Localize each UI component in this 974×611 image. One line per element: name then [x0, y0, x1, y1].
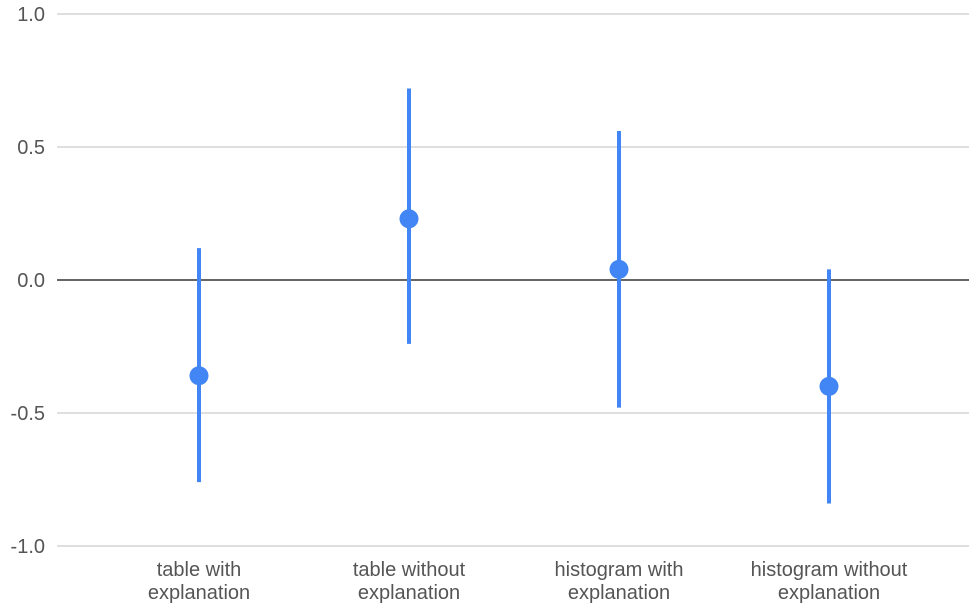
error-bars	[197, 88, 831, 504]
x-category-label-line: histogram without	[751, 559, 908, 581]
x-category-label-line: table without	[353, 559, 466, 581]
x-category-label: table with explanation	[148, 559, 250, 604]
y-tick-label: -0.5	[11, 403, 45, 425]
gridlines	[57, 13, 969, 547]
y-axis-ticks: 1.0 0.5 0.0 -0.5 -1.0	[11, 4, 45, 558]
x-category-label-line: explanation	[148, 582, 250, 604]
data-point	[609, 259, 629, 279]
x-category-label-line: table with	[157, 559, 242, 581]
x-category-label: histogram with explanation	[555, 559, 684, 604]
x-category-label: table without explanation	[353, 559, 466, 604]
x-category-label-line: histogram with	[555, 559, 684, 581]
x-category-label: histogram without explanation	[751, 559, 908, 604]
x-category-label-line: explanation	[778, 582, 880, 604]
data-point	[189, 366, 209, 386]
data-point	[819, 376, 839, 396]
y-tick-label: 1.0	[17, 4, 45, 26]
y-tick-label: 0.0	[17, 270, 45, 292]
data-points	[189, 209, 839, 396]
y-tick-label: 0.5	[17, 137, 45, 159]
data-point	[399, 209, 419, 229]
x-category-label-line: explanation	[568, 582, 670, 604]
x-category-label-line: explanation	[358, 582, 460, 604]
y-tick-label: -1.0	[11, 536, 45, 558]
